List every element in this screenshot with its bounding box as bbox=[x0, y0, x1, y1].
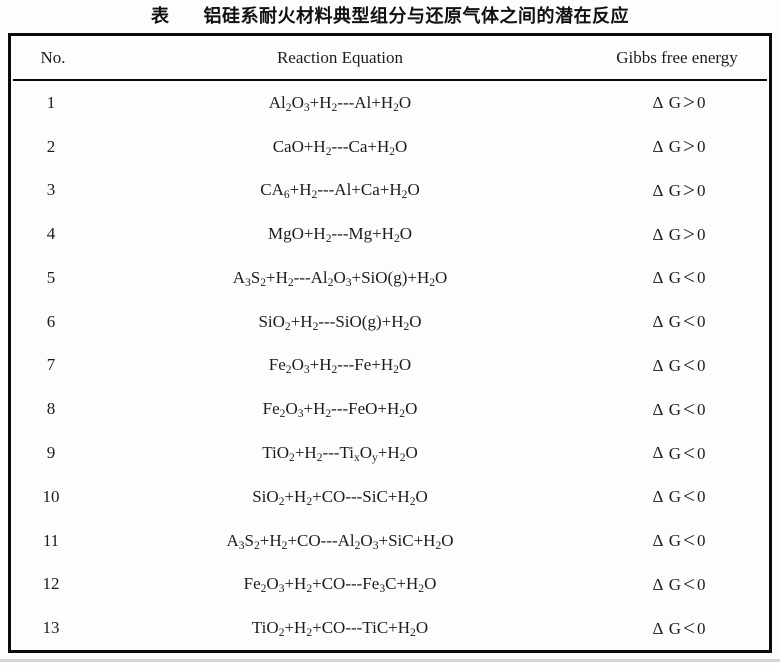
table-row: 9 TiO2+H2---TixOy+H2O Δ G< 0 bbox=[11, 431, 769, 475]
table-row: 2 CaO+H2---Ca+H2O Δ G> 0 bbox=[11, 125, 769, 169]
delta-symbol: Δ bbox=[652, 399, 664, 419]
table-row: 8 Fe2O3+H2---FeO+H2O Δ G< 0 bbox=[11, 387, 769, 431]
cell-gibbs-free-energy: Δ G> 0 bbox=[652, 177, 706, 202]
table-row: 12 Fe2O3+H2+CO---Fe3C+H2O Δ G< 0 bbox=[11, 562, 769, 606]
cell-reaction-equation: CA6+H2---Al+Ca+H2O bbox=[260, 180, 420, 202]
less-than-sign: < bbox=[682, 309, 695, 334]
less-than-sign: < bbox=[682, 484, 695, 509]
cell-row-number: 10 bbox=[42, 486, 60, 506]
delta-symbol: Δ bbox=[652, 224, 664, 244]
cell-reaction-equation: Al2O3+H2---Al+H2O bbox=[268, 92, 412, 114]
cell-reaction-equation: A3S2+H2+CO---Al2O3+SiC+H2O bbox=[226, 530, 454, 552]
header-reaction-equation: Reaction Equation bbox=[276, 47, 404, 67]
cell-reaction-equation: Fe2O3+H2---FeO+H2O bbox=[262, 399, 418, 421]
table-row: 1 Al2O3+H2---Al+H2O Δ G> 0 bbox=[11, 81, 769, 125]
less-than-sign: < bbox=[682, 352, 695, 377]
delta-symbol: Δ bbox=[652, 487, 664, 507]
cell-row-number: 11 bbox=[42, 530, 60, 550]
table-row: 3 CA6+H2---Al+Ca+H2O Δ G> 0 bbox=[11, 169, 769, 213]
table-row: 10 SiO2+H2+CO---SiC+H2O Δ G< 0 bbox=[11, 475, 769, 519]
cell-row-number: 2 bbox=[46, 136, 56, 156]
cell-reaction-equation: Fe2O3+H2+CO---Fe3C+H2O bbox=[243, 574, 437, 596]
table-row: 13 TiO2+H2+CO---TiC+H2O Δ G< 0 bbox=[11, 606, 769, 650]
cell-reaction-equation: SiO2+H2+CO---SiC+H2O bbox=[252, 486, 428, 508]
greater-than-sign: > bbox=[682, 221, 695, 246]
cell-reaction-equation: TiO2+H2---TixOy+H2O bbox=[262, 443, 418, 464]
cell-row-number: 3 bbox=[46, 180, 56, 200]
delta-symbol: Δ bbox=[652, 137, 664, 157]
delta-symbol: Δ bbox=[652, 618, 664, 638]
less-than-sign: < bbox=[682, 528, 695, 553]
less-than-sign: < bbox=[682, 571, 695, 596]
delta-symbol: Δ bbox=[652, 312, 664, 332]
table-row: 7 Fe2O3+H2---Fe+H2O Δ G< 0 bbox=[11, 344, 769, 388]
header-gibbs-free-energy: Gibbs free energy bbox=[616, 47, 738, 67]
less-than-sign: < bbox=[682, 265, 695, 290]
less-than-sign: < bbox=[682, 615, 695, 640]
table-caption-prefix: 表 bbox=[151, 6, 170, 26]
greater-than-sign: > bbox=[682, 90, 695, 115]
cell-gibbs-free-energy: Δ G< 0 bbox=[652, 615, 706, 640]
delta-symbol: Δ bbox=[652, 180, 664, 200]
cell-row-number: 9 bbox=[46, 443, 56, 462]
cell-gibbs-free-energy: Δ G< 0 bbox=[652, 352, 706, 377]
cell-reaction-equation: CaO+H2---Ca+H2O bbox=[272, 136, 408, 158]
less-than-sign: < bbox=[682, 396, 695, 421]
cell-reaction-equation: MgO+H2---Mg+H2O bbox=[267, 224, 413, 246]
cell-gibbs-free-energy: Δ G> 0 bbox=[652, 221, 706, 246]
cell-row-number: 4 bbox=[46, 224, 56, 244]
table-row: 4 MgO+H2---Mg+H2O Δ G> 0 bbox=[11, 212, 769, 256]
cell-row-number: 7 bbox=[46, 355, 56, 375]
cell-reaction-equation: A3S2+H2---Al2O3+SiO(g)+H2O bbox=[232, 267, 448, 289]
less-than-sign: < bbox=[682, 440, 695, 465]
reactions-table: No. Reaction Equation Gibbs free energy … bbox=[8, 33, 772, 653]
cell-row-number: 8 bbox=[46, 399, 56, 419]
cell-row-number: 5 bbox=[46, 267, 56, 287]
cell-gibbs-free-energy: Δ G< 0 bbox=[652, 484, 706, 509]
table-row: 5 A3S2+H2---Al2O3+SiO(g)+H2O Δ G< 0 bbox=[11, 256, 769, 300]
table-caption-text: 铝硅系耐火材料典型组分与还原气体之间的潜在反应 bbox=[203, 6, 629, 26]
cell-gibbs-free-energy: Δ G> 0 bbox=[652, 90, 706, 115]
table-header-row: No. Reaction Equation Gibbs free energy bbox=[13, 36, 767, 81]
greater-than-sign: > bbox=[682, 134, 695, 159]
cell-row-number: 13 bbox=[42, 618, 60, 638]
cell-reaction-equation: SiO2+H2---SiO(g)+H2O bbox=[258, 311, 422, 333]
header-no: No. bbox=[40, 47, 66, 67]
delta-symbol: Δ bbox=[652, 443, 664, 463]
delta-symbol: Δ bbox=[652, 355, 664, 375]
cell-reaction-equation: TiO2+H2+CO---TiC+H2O bbox=[251, 618, 429, 639]
table-row: 11 A3S2+H2+CO---Al2O3+SiC+H2O Δ G< 0 bbox=[11, 519, 769, 563]
cell-gibbs-free-energy: Δ G< 0 bbox=[652, 396, 706, 421]
table-row: 6 SiO2+H2---SiO(g)+H2O Δ G< 0 bbox=[11, 300, 769, 344]
delta-symbol: Δ bbox=[652, 530, 664, 550]
table-body: 1 Al2O3+H2---Al+H2O Δ G> 0 2 CaO+H2---Ca+H2O Δ… bbox=[11, 81, 769, 650]
delta-symbol: Δ bbox=[652, 574, 664, 594]
cell-reaction-equation: Fe2O3+H2---Fe+H2O bbox=[268, 355, 412, 377]
cell-row-number: 12 bbox=[42, 574, 60, 594]
cell-gibbs-free-energy: Δ G> 0 bbox=[652, 134, 706, 159]
cell-gibbs-free-energy: Δ G< 0 bbox=[652, 528, 706, 553]
cell-row-number: 6 bbox=[46, 311, 56, 331]
table-caption: 表 铝硅系耐火材料典型组分与还原气体之间的潜在反应 bbox=[0, 2, 780, 28]
page-bottom-edge-line bbox=[0, 659, 780, 662]
delta-symbol: Δ bbox=[652, 268, 664, 288]
greater-than-sign: > bbox=[682, 177, 695, 202]
cell-gibbs-free-energy: Δ G< 0 bbox=[652, 309, 706, 334]
cell-row-number: 1 bbox=[46, 92, 56, 112]
delta-symbol: Δ bbox=[652, 93, 664, 113]
cell-gibbs-free-energy: Δ G< 0 bbox=[652, 265, 706, 290]
cell-gibbs-free-energy: Δ G< 0 bbox=[652, 571, 706, 596]
cell-gibbs-free-energy: Δ G< 0 bbox=[652, 440, 706, 465]
